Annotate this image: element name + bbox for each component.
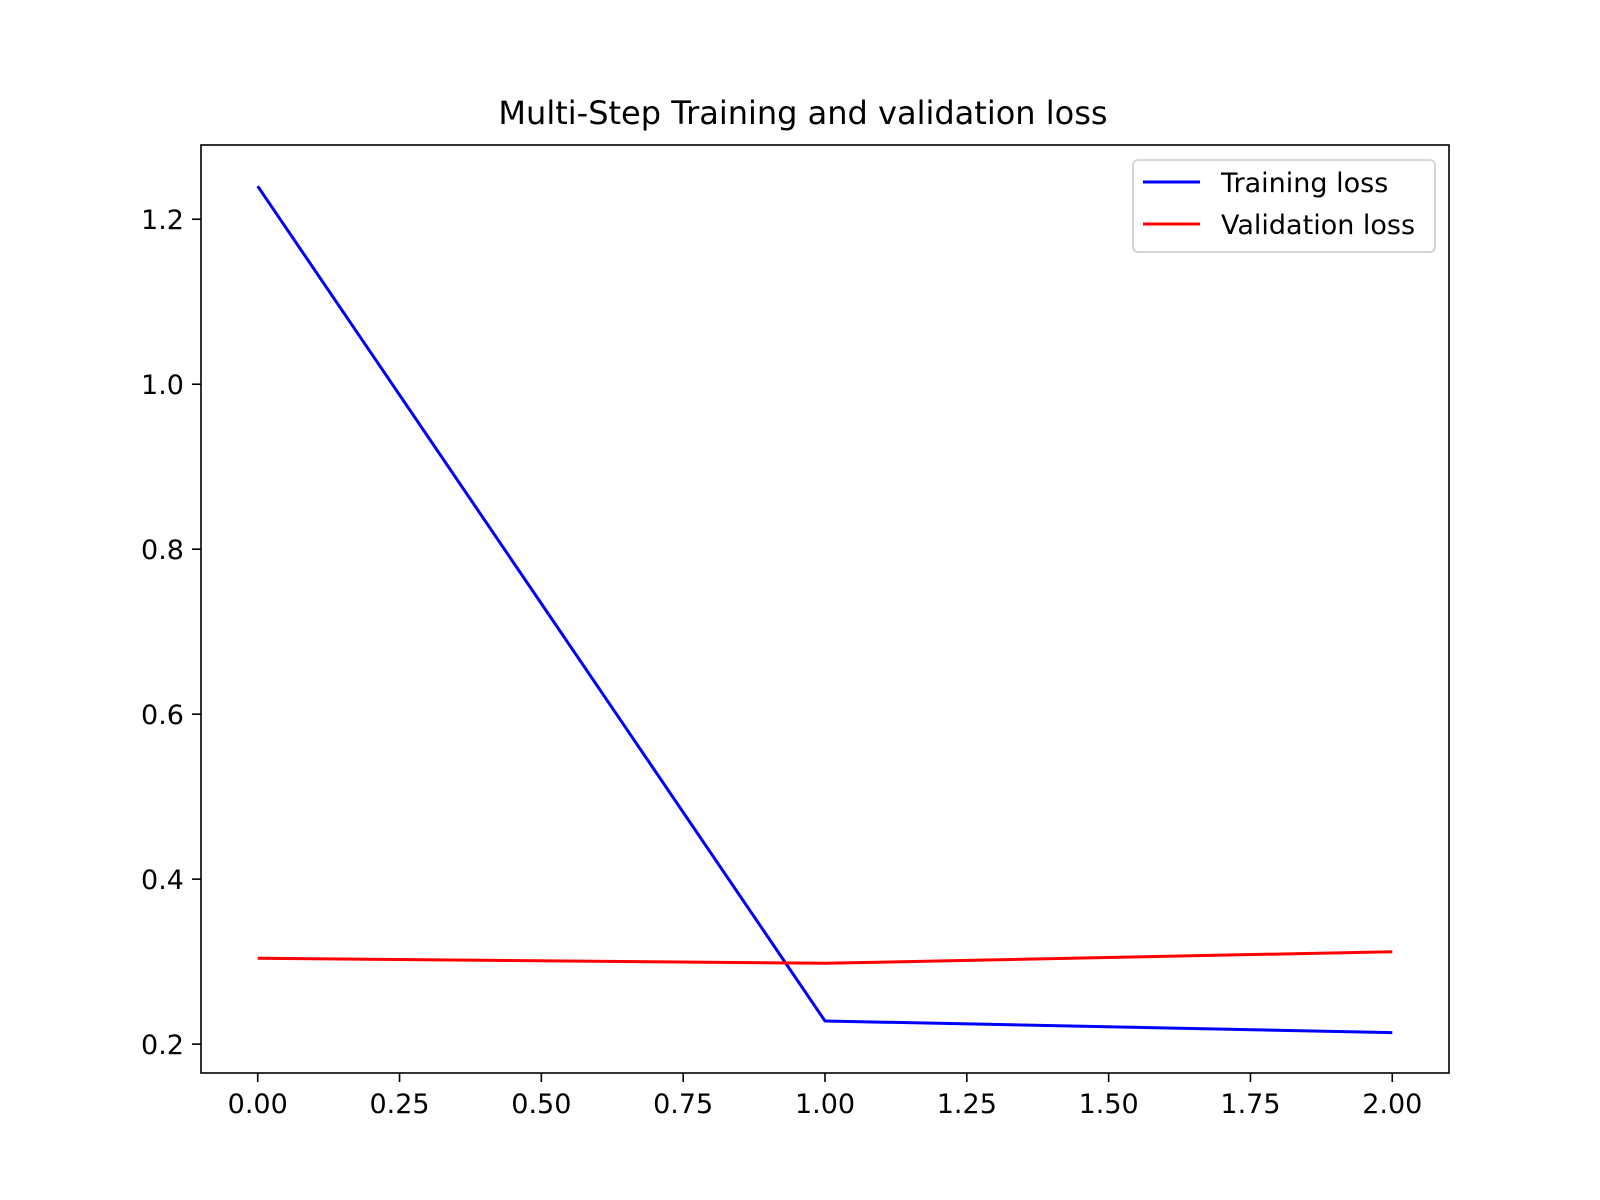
y-tick-label: 0.4 — [141, 865, 184, 896]
y-tick-label: 0.6 — [141, 700, 184, 731]
x-tick-label: 0.75 — [653, 1089, 713, 1120]
x-tick-label: 1.50 — [1079, 1089, 1139, 1120]
plot-frame — [200, 144, 1450, 1074]
x-tick-label: 0.50 — [511, 1089, 571, 1120]
legend-box — [1132, 159, 1436, 253]
x-tick-label: 2.00 — [1362, 1089, 1422, 1120]
x-axis: 0.00 0.25 0.50 0.75 1.00 1.25 1.50 1.75 2.00 — [228, 1073, 1422, 1120]
x-tick-label: 0.00 — [228, 1089, 288, 1120]
y-axis: 0.2 0.4 0.6 0.8 1.0 1.2 — [141, 205, 201, 1061]
legend-label: Validation loss — [1221, 210, 1415, 241]
training-loss-line — [256, 185, 1393, 1035]
validation-loss-line — [257, 950, 1393, 965]
y-tick-label: 0.8 — [141, 535, 184, 566]
series-layer — [256, 185, 1393, 1035]
legend: Training loss Validation loss — [1132, 159, 1436, 253]
y-tick-label: 1.0 — [141, 370, 184, 401]
y-tick-label: 1.2 — [141, 205, 184, 236]
chart-title: Multi-Step Training and validation loss — [498, 94, 1107, 132]
x-tick-label: 1.75 — [1220, 1089, 1280, 1120]
legend-label: Training loss — [1220, 168, 1388, 199]
x-tick-label: 0.25 — [369, 1089, 429, 1120]
x-tick-label: 1.00 — [795, 1089, 855, 1120]
x-tick-label: 1.25 — [937, 1089, 997, 1120]
y-tick-label: 0.2 — [141, 1030, 184, 1061]
